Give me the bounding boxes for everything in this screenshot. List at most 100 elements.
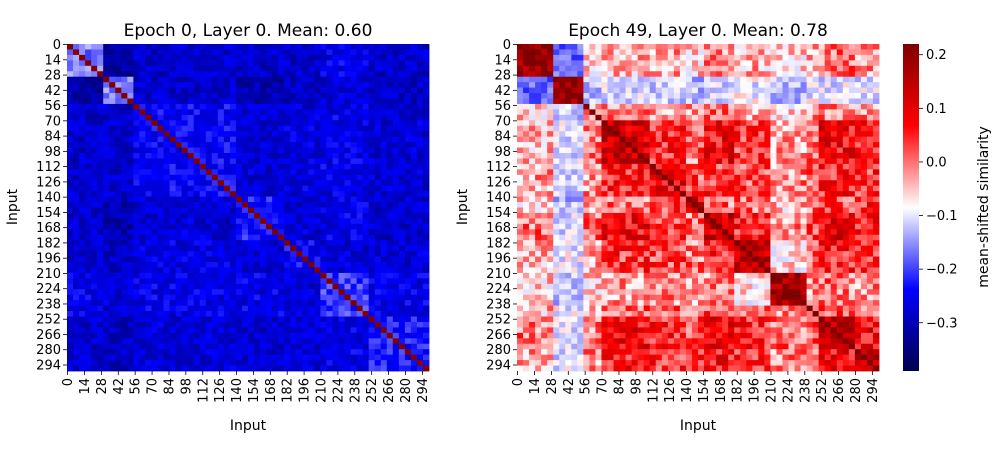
heatmap-cell [73, 125, 80, 132]
heatmap-cell [314, 125, 321, 132]
heatmap-cell [746, 120, 753, 127]
heatmap-cell [842, 71, 850, 78]
heatmap-cell [235, 65, 243, 72]
heatmap-cell [404, 256, 412, 263]
heatmap-cell [559, 93, 566, 99]
heatmap-cell [278, 245, 285, 252]
heatmap-cell [223, 103, 231, 110]
heatmap-cell [788, 49, 795, 56]
heatmap-cell [67, 196, 74, 203]
heatmap-cell [272, 103, 279, 110]
heatmap-cell [392, 169, 400, 176]
heatmap-cell [308, 294, 315, 301]
heatmap-cell [374, 365, 382, 372]
heatmap-cell [398, 207, 406, 214]
heatmap-cell [193, 343, 201, 350]
heatmap-cell [175, 202, 183, 208]
heatmap-cell [272, 147, 279, 154]
heatmap-cell [241, 245, 249, 252]
heatmap-cell [266, 251, 273, 257]
heatmap-cell [260, 256, 267, 263]
heatmap-cell [422, 300, 430, 306]
heatmap-cell [85, 169, 92, 176]
heatmap-cell [314, 278, 321, 285]
heatmap-cell [278, 147, 285, 154]
heatmap-cell [619, 54, 626, 61]
heatmap-cell [667, 98, 675, 105]
heatmap-cell [139, 114, 146, 121]
heatmap-cell [770, 54, 777, 61]
heatmap-cell [241, 360, 249, 366]
heatmap-cell [788, 65, 795, 72]
heatmap-cell [380, 278, 388, 285]
heatmap-cell [235, 153, 243, 159]
heatmap-cell [416, 283, 424, 290]
heatmap-cell [416, 76, 424, 83]
heatmap-cell [631, 87, 639, 94]
heatmap-cell [133, 218, 140, 225]
heatmap-cell [169, 153, 176, 159]
heatmap-cell [302, 234, 309, 241]
heatmap-cell [235, 191, 243, 197]
heatmap-cell [223, 256, 231, 263]
heatmap-cell [133, 283, 140, 290]
heatmap-cell [284, 163, 291, 170]
heatmap-cell [368, 338, 376, 345]
heatmap-cell [392, 98, 400, 105]
heatmap-cell [241, 147, 249, 154]
heatmap-cell [332, 278, 339, 285]
heatmap-cell [776, 49, 783, 56]
heatmap-cell [151, 169, 158, 176]
heatmap-cell [157, 114, 164, 121]
heatmap-cell [205, 158, 213, 165]
heatmap-cell [302, 360, 309, 366]
heatmap-cell [553, 103, 560, 110]
heatmap-cell [577, 153, 584, 159]
heatmap-cell [529, 131, 536, 138]
heatmap-cell [266, 316, 273, 323]
heatmap-cell [782, 60, 789, 67]
heatmap-cell [79, 76, 86, 83]
heatmap-cell [758, 114, 765, 121]
heatmap-cell [290, 125, 297, 132]
heatmap-cell [115, 153, 122, 159]
heatmap-cell [422, 87, 430, 94]
heatmap-cell [127, 158, 134, 165]
heatmap-cell [338, 316, 345, 323]
heatmap-cell [272, 229, 279, 236]
heatmap-cell [386, 311, 394, 317]
heatmap-cell [67, 60, 74, 67]
heatmap-cell [386, 234, 394, 241]
heatmap-cell [637, 103, 645, 110]
heatmap-cell [746, 49, 753, 56]
heatmap-cell [800, 93, 807, 99]
heatmap-cell [85, 158, 92, 165]
heatmap-cell [362, 82, 370, 88]
heatmap-cell [181, 251, 189, 257]
heatmap-cell [145, 76, 152, 83]
heatmap-cell [392, 223, 400, 230]
heatmap-cell [85, 365, 92, 372]
heatmap-cell [818, 153, 826, 159]
heatmap-cell [241, 44, 249, 50]
heatmap-cell [272, 251, 279, 257]
heatmap-cell [211, 71, 219, 78]
heatmap-cell [649, 103, 657, 110]
heatmap-cell [217, 169, 225, 176]
heatmap-cell [836, 54, 844, 61]
heatmap-cell [326, 180, 333, 187]
heatmap-cell [685, 125, 693, 132]
heatmap-cell [139, 131, 146, 138]
heatmap-cell [109, 360, 116, 366]
heatmap-cell [91, 354, 98, 361]
heatmap-cell [344, 207, 351, 214]
heatmap-cell [187, 76, 195, 83]
heatmap-cell [260, 234, 267, 241]
heatmap-cell [854, 125, 862, 132]
heatmap-cell [332, 65, 339, 72]
heatmap-cell [260, 305, 267, 312]
heatmap-cell [571, 44, 578, 50]
heatmap-cell [685, 120, 693, 127]
heatmap-cell [649, 98, 657, 105]
heatmap-cell [392, 300, 400, 306]
